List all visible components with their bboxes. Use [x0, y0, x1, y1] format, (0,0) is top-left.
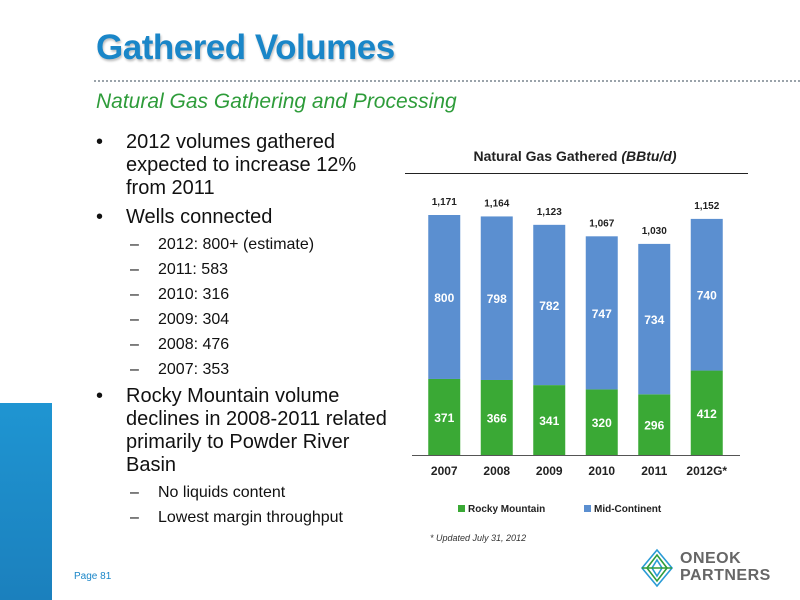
sub-bullet-text: 2012: 800+ (estimate)	[158, 236, 315, 253]
data-label-rocky-mountain: 371	[434, 411, 454, 425]
bar-rocky-mountain	[480, 379, 513, 455]
chart-svg: 371 800 1,171 2007 366 798 1,164 2008 341 782 1,12…	[412, 197, 740, 515]
logo-line-2: PARTNERS	[680, 567, 771, 584]
dash-marker: –	[130, 236, 139, 253]
data-label-mid-continent: 747	[592, 307, 612, 321]
data-label-total: 1,164	[484, 198, 509, 209]
sub-bullet-item: – 2012: 800+ (estimate)	[92, 235, 392, 255]
data-label-rocky-mountain: 341	[539, 414, 559, 428]
bullet-marker: •	[96, 131, 104, 153]
sub-bullet-text: Lowest margin throughput	[158, 509, 343, 526]
bar-mid-continent	[480, 216, 513, 380]
sub-bullet-item: – 2007: 353	[92, 360, 392, 380]
footnote: * Updated July 31, 2012	[430, 533, 527, 543]
page-title: Gathered Volumes	[96, 28, 395, 67]
bar-mid-continent	[428, 215, 461, 379]
bar-mid-continent	[690, 218, 723, 371]
data-label-rocky-mountain: 320	[592, 416, 612, 430]
chart-title-unit: (BBtu/d)	[621, 148, 677, 164]
sub-bullet-item: – 2010: 316	[92, 285, 392, 305]
data-label-rocky-mountain: 366	[487, 411, 507, 425]
sub-bullet-text: 2011: 583	[158, 261, 228, 278]
sub-bullet-text: No liquids content	[158, 484, 286, 501]
data-label-mid-continent: 740	[697, 289, 717, 303]
chart-title-rule	[405, 173, 748, 174]
dash-marker: –	[130, 286, 139, 303]
x-tick-label: 2007	[431, 464, 458, 478]
bar-rocky-mountain	[585, 389, 618, 455]
title-divider	[94, 80, 800, 82]
bullet-text: 2012 volumes gathered expected to increa…	[126, 131, 357, 199]
dash-marker: –	[130, 509, 139, 526]
legend-label-mid-continent: Mid-Continent	[594, 504, 662, 515]
logo-line-1: ONEOK	[680, 550, 742, 567]
sub-bullet-item: – 2011: 583	[92, 260, 392, 280]
data-label-mid-continent: 800	[434, 291, 454, 305]
bar-mid-continent	[533, 224, 566, 386]
left-accent-bar	[0, 403, 52, 600]
sub-bullet-item: – Lowest margin throughput	[92, 508, 392, 528]
legend-swatch-mid-continent	[584, 505, 591, 512]
data-label-total: 1,152	[694, 201, 719, 212]
dash-marker: –	[130, 484, 139, 501]
data-label-mid-continent: 782	[539, 299, 559, 313]
sub-bullet-text: 2008: 476	[158, 336, 230, 353]
data-label-rocky-mountain: 412	[697, 407, 717, 421]
chart-title-text: Natural Gas Gathered	[473, 148, 618, 164]
chart-title: Natural Gas Gathered (BBtu/d)	[400, 148, 750, 164]
legend-label-rocky-mountain: Rocky Mountain	[468, 504, 545, 515]
chart: Natural Gas Gathered (BBtu/d) 371 800 1,17…	[400, 140, 800, 560]
sub-bullet-text: 2007: 353	[158, 361, 230, 378]
bullet-text: Wells connected	[126, 206, 273, 228]
x-tick-label: 2008	[483, 464, 510, 478]
data-label-rocky-mountain: 296	[644, 419, 664, 433]
x-tick-label: 2011	[641, 464, 667, 478]
bar-mid-continent	[585, 236, 618, 390]
data-label-mid-continent: 734	[644, 313, 664, 327]
bar-rocky-mountain	[428, 378, 461, 455]
data-label-total: 1,067	[589, 218, 614, 229]
bar-rocky-mountain	[638, 394, 671, 455]
data-label-total: 1,171	[432, 197, 457, 208]
legend-swatch-rocky-mountain	[458, 505, 465, 512]
dash-marker: –	[130, 336, 139, 353]
data-label-mid-continent: 798	[487, 292, 507, 306]
bullet-item: • Wells connected	[92, 206, 392, 229]
logo-text: ONEOK PARTNERS	[680, 550, 771, 584]
bar-rocky-mountain	[533, 385, 566, 455]
bullet-list: • 2012 volumes gathered expected to incr…	[92, 131, 392, 533]
sub-bullet-text: 2010: 316	[158, 286, 230, 303]
bullet-marker: •	[96, 385, 104, 407]
data-label-total: 1,123	[537, 207, 562, 218]
bullet-item: • Rocky Mountain volume declines in 2008…	[92, 385, 392, 477]
page-number: Page 81	[74, 571, 112, 582]
sub-bullet-item: – 2008: 476	[92, 335, 392, 355]
x-tick-label: 2010	[588, 464, 615, 478]
sub-bullet-item: – No liquids content	[92, 483, 392, 503]
company-logo: ONEOK PARTNERS	[640, 548, 790, 588]
bullet-marker: •	[96, 206, 104, 228]
bullet-item: • 2012 volumes gathered expected to incr…	[92, 131, 392, 200]
x-tick-label: 2009	[536, 464, 563, 478]
data-label-total: 1,030	[642, 226, 667, 237]
dash-marker: –	[130, 311, 139, 328]
bar-rocky-mountain	[690, 370, 723, 455]
page-subtitle: Natural Gas Gathering and Processing	[96, 90, 457, 113]
dash-marker: –	[130, 361, 139, 378]
dash-marker: –	[130, 261, 139, 278]
sub-bullet-text: 2009: 304	[158, 311, 230, 328]
bullet-text: Rocky Mountain volume declines in 2008-2…	[126, 385, 387, 476]
sub-bullet-item: – 2009: 304	[92, 310, 392, 330]
logo-mark-icon	[640, 548, 674, 588]
x-tick-label: 2012G*	[686, 464, 727, 478]
bar-mid-continent	[638, 243, 671, 395]
